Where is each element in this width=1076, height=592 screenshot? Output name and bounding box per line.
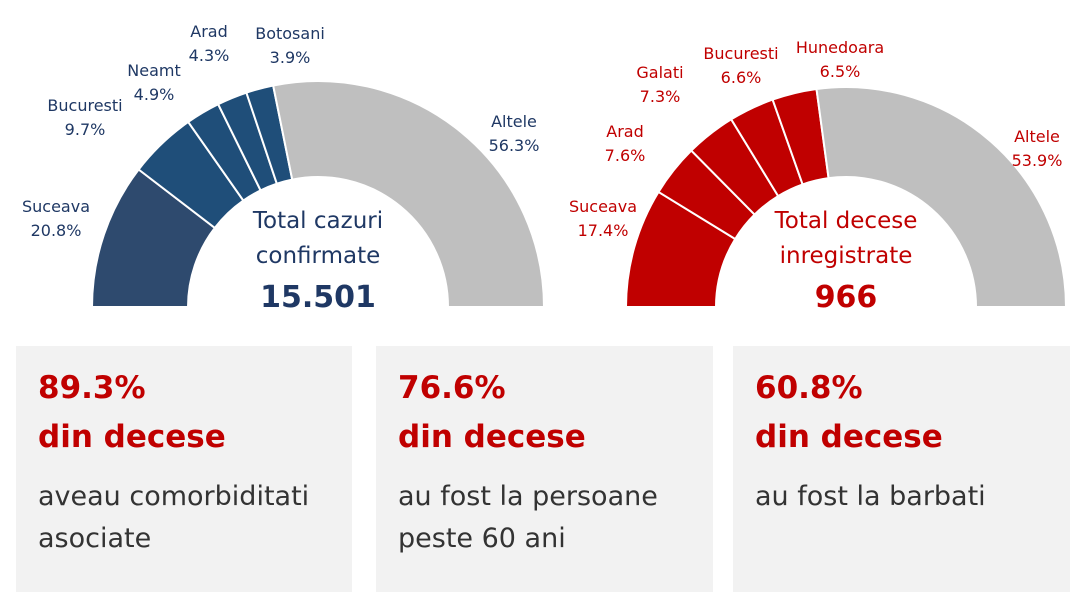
stat-description-line: asociate xyxy=(38,523,152,554)
slice-label: Bucuresti 9.7% xyxy=(47,96,122,139)
center-title-line1: Total cazuri xyxy=(252,208,383,234)
stat-description-line: aveau comorbiditati xyxy=(38,481,310,512)
stat-description: au fost la barbati xyxy=(755,476,1070,518)
stat-description-line: au fost la barbati xyxy=(755,481,986,512)
stat-value: 76.6% xyxy=(398,370,506,406)
half-donut-charts: Suceava 20.8% Bucuresti 9.7%Neamt 4.9%Arad 4.… xyxy=(22,22,1068,315)
center-title-line2: inregistrate xyxy=(780,243,913,269)
slice-label: Galati 7.3% xyxy=(636,63,683,106)
center-title-line2: confirmate xyxy=(256,243,381,269)
slice-label: Bucuresti 6.6% xyxy=(703,44,778,87)
slice-label: Suceava 20.8% xyxy=(22,197,90,240)
stat-subtitle: din decese xyxy=(38,419,226,455)
slice-label: Hunedoara 6.5% xyxy=(796,38,884,81)
center-title-line1: Total decese xyxy=(774,208,918,234)
slice-altele xyxy=(271,80,546,308)
slice-label: Altele 53.9% xyxy=(1012,127,1063,170)
center-total: 966 xyxy=(815,280,878,315)
slice-label: Altele 56.3% xyxy=(489,112,540,155)
stat-description: au fost la persoane peste 60 ani xyxy=(398,476,713,560)
stat-value: 89.3% xyxy=(38,370,146,406)
slice-altele xyxy=(815,86,1068,308)
stat-card-gender: 60.8% din decese au fost la barbati xyxy=(733,346,1070,592)
center-total: 15.501 xyxy=(260,280,376,315)
stat-description-line: au fost la persoane xyxy=(398,481,658,512)
stat-card-age: 76.6% din decese au fost la persoane pes… xyxy=(376,346,713,592)
slice-label: Botosani 3.9% xyxy=(255,24,325,67)
stat-description-line: peste 60 ani xyxy=(398,523,566,554)
slice-label: Suceava 17.4% xyxy=(569,197,637,240)
slice-label: Arad 7.6% xyxy=(605,122,646,165)
stat-value: 60.8% xyxy=(755,370,863,406)
slice-label: Arad 4.3% xyxy=(189,22,230,65)
stat-subtitle: din decese xyxy=(398,419,586,455)
stat-card-comorbidities: 89.3% din decese aveau comorbiditati aso… xyxy=(16,346,352,592)
slice-label: Neamt 4.9% xyxy=(127,61,180,104)
stat-description: aveau comorbiditati asociate xyxy=(38,476,352,560)
stat-subtitle: din decese xyxy=(755,419,943,455)
